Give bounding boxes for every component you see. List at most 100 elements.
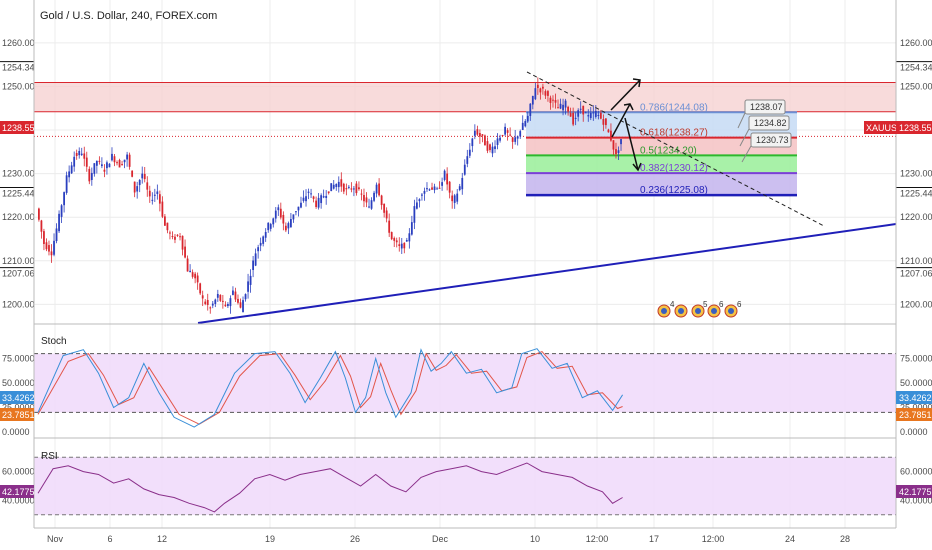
candle-body [514,137,517,142]
candle-body [368,206,370,208]
candle-body [244,294,247,300]
candle-body [269,224,272,229]
candle-body [544,91,547,96]
candle-body [534,88,537,100]
candle-body [257,247,260,252]
candle-body [239,302,242,308]
candle-body [433,186,436,191]
candle-body [68,171,71,178]
candle-body [479,133,481,137]
candle-body [300,202,302,208]
svg-text:4: 4 [670,300,675,309]
candle-body [164,216,166,226]
candle-body [211,303,214,306]
candle-body [191,272,194,277]
candle-body [75,153,78,156]
candle-body [151,199,154,201]
rsi-tag-right: 42.1775 [896,485,932,498]
candle-body [410,222,413,235]
candle-body [93,163,96,174]
candle-body [552,99,554,101]
stoch-d-tag-left: 23.7851 [0,408,35,421]
candle-body [416,202,418,209]
candle-body [272,218,275,225]
svg-text:6: 6 [737,300,742,309]
candle-body [446,173,449,185]
price-tick-right: 1260.00 [900,38,932,48]
svg-text:1238.55: 1238.55 [899,123,932,133]
event-flag-4[interactable]: 6 [724,300,742,318]
candle-body [216,293,219,298]
candle-body [312,196,315,199]
candle-body [78,150,81,156]
callout-leader-2 [739,128,750,147]
candle-body [153,194,156,196]
fib-label-4: 0.236(1225.08) [640,185,708,196]
candle-body [118,159,121,168]
candle-body [511,137,514,142]
candle-body [249,275,252,285]
candle-body [98,160,101,162]
event-flag-1[interactable]: 4 [657,300,675,318]
price-tick-right: 1210.00 [900,256,932,266]
fib-label-2: 0.5(1234.20) [640,145,697,156]
candle-body [90,172,93,180]
time-label: 26 [350,534,360,544]
candle-body [547,91,549,96]
event-flag-2[interactable]: 5 [674,300,708,318]
candle-body [345,188,348,190]
candle-body [73,156,76,167]
arrow-up-2-head [632,78,641,88]
svg-text:23.7851: 23.7851 [899,410,932,420]
candle-body [279,208,282,218]
time-label: 28 [840,534,850,544]
candle-body [320,195,323,204]
candle-body [620,139,622,145]
svg-text:5: 5 [703,300,708,309]
candle-body [141,173,144,179]
svg-text:XAUUSD: XAUUSD [866,123,904,133]
current-price-tag-left: 1238.55 [0,121,35,134]
candle-body [262,236,265,244]
price-tick-left: 1220.00 [2,212,35,222]
candle-body [549,97,552,103]
candle-body [242,300,244,313]
candle-body [456,193,459,202]
candle-body [438,187,441,189]
candle-body [607,129,610,133]
time-label: 24 [785,534,795,544]
candle-body [375,184,378,194]
candle-body [486,141,489,151]
candle-body [38,208,40,220]
candle-body [307,191,310,193]
time-axis: Nov 6 12 19 26 Dec 10 12:00 17 12:00 24 28 [47,534,850,544]
candle-body [143,173,146,180]
candle-body [360,193,363,195]
candle-body [179,236,181,238]
stoch-tick-left: 25.0000 [2,403,35,413]
candle-body [489,144,491,151]
candle-body [158,194,161,204]
candle-body [196,275,199,283]
candle-body [461,177,464,190]
stoch-k-tag-left: 33.4262 [0,391,35,404]
candle-body [453,195,456,203]
candle-body [443,170,446,180]
stoch-tick-left: 75.0000 [2,354,35,364]
candle-body [473,130,476,136]
candle-body [395,240,398,243]
arrow-up-1-head [623,103,634,111]
svg-text:42.1775: 42.1775 [899,487,932,497]
stoch-tick-left: 50.0000 [2,378,35,388]
event-flag-3[interactable]: 6 [691,300,724,318]
candle-body [221,300,224,302]
candle-body [209,307,212,309]
candle-body [121,164,123,166]
svg-text:33.4262: 33.4262 [2,393,35,403]
rsi-tick-right: 40.0000 [900,495,932,505]
price-tick-highlight-left: 1254.34 [2,63,35,73]
svg-text:1238.55: 1238.55 [2,123,35,133]
candle-body [70,165,73,174]
candle-body [436,188,438,190]
